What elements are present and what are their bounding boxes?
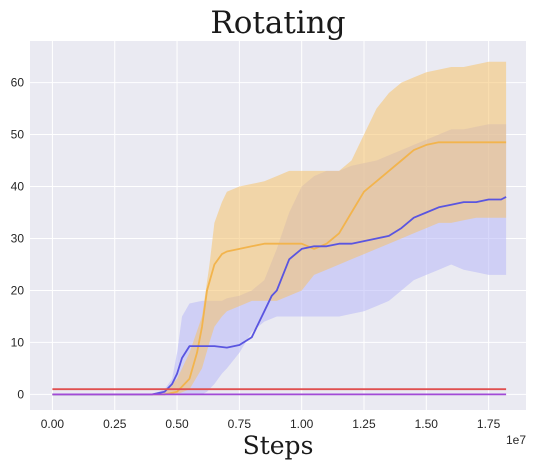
y-tick-label: 30 [11,231,25,245]
y-tick-label: 10 [11,335,25,349]
x-tick-label: 0.75 [228,417,252,431]
tick-layer: 0.00 0.25 0.50 0.75 1.00 1.25 1.50 1.75 0 10 20 30 4… [11,76,501,431]
x-tick-label: 1.50 [415,417,439,431]
x-axis-offset-label: 1e7 [506,433,526,447]
x-tick-label: 0.25 [103,417,127,431]
y-tick-label: 0 [17,387,24,401]
series-band [52,61,507,395]
y-tick-label: 40 [11,180,25,194]
x-tick-label: 0.00 [41,417,65,431]
x-tick-label: 0.50 [165,417,189,431]
x-tick-label: 1.00 [290,417,314,431]
x-tick-label: 1.25 [352,417,376,431]
x-tick-label: 1.75 [477,417,501,431]
chart-title: Rotating [210,5,345,41]
y-tick-label: 20 [11,283,25,297]
y-tick-label: 60 [11,76,25,90]
series-line [52,141,507,396]
y-tick-label: 50 [11,128,25,142]
series-line [52,196,507,396]
x-axis-label: Steps [243,431,314,460]
series-layer [52,61,507,396]
